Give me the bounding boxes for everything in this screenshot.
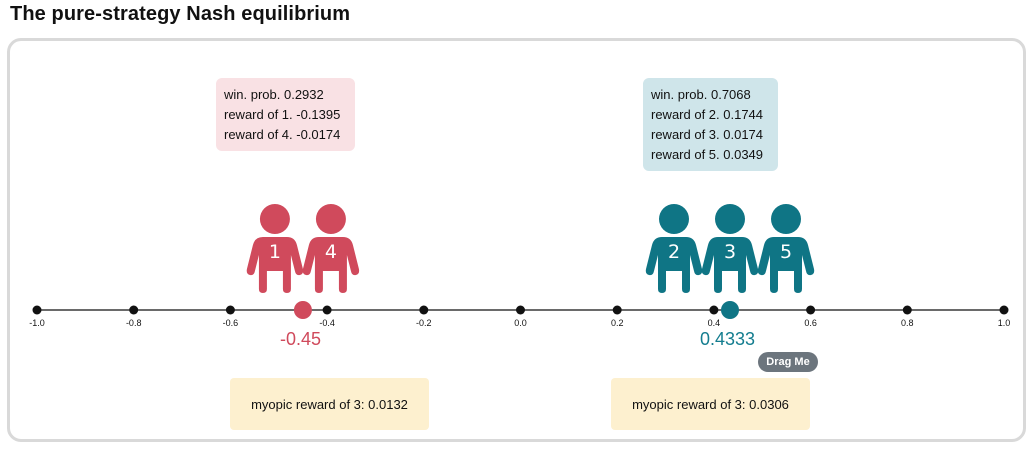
person-icon: 5 bbox=[757, 204, 815, 293]
axis-tick-label: 0.4 bbox=[708, 318, 721, 328]
red-win-prob: win. prob. 0.2932 bbox=[224, 87, 324, 102]
red-myopic-reward: myopic reward of 3: 0.0132 bbox=[230, 378, 429, 430]
player-number: 3 bbox=[724, 241, 736, 263]
axis-tick-dot bbox=[612, 305, 622, 315]
teal-info-box: win. prob. 0.7068 reward of 2. 0.1744 re… bbox=[643, 78, 778, 171]
axis-tick-dot bbox=[999, 305, 1009, 315]
page-title: The pure-strategy Nash equilibrium bbox=[10, 3, 351, 25]
teal-reward-3: reward of 3. 0.0174 bbox=[651, 127, 764, 142]
axis-tick-dot bbox=[32, 305, 42, 315]
player-number: 4 bbox=[325, 241, 337, 263]
teal-reward-5: reward of 5. 0.0349 bbox=[651, 147, 764, 162]
axis-tick-dot bbox=[419, 305, 429, 315]
axis-tick-label: -1.0 bbox=[29, 318, 45, 328]
axis-tick-dot bbox=[322, 305, 332, 315]
axis-tick-dot bbox=[225, 305, 235, 315]
axis-tick-label: 0.2 bbox=[611, 318, 624, 328]
axis-tick-label: -0.4 bbox=[319, 318, 335, 328]
equilibrium-panel bbox=[7, 38, 1026, 442]
teal-myopic-reward: myopic reward of 3: 0.0306 bbox=[611, 378, 810, 430]
red-reward-4: reward of 4. -0.0174 bbox=[224, 127, 341, 142]
teal-win-prob: win. prob. 0.7068 bbox=[651, 87, 751, 102]
teal-position-marker[interactable] bbox=[721, 301, 740, 319]
axis-tick-dot bbox=[709, 305, 719, 315]
axis-tick-label: 0.8 bbox=[901, 318, 914, 328]
player-number: 1 bbox=[269, 241, 281, 263]
red-position-label: -0.45 bbox=[280, 329, 322, 349]
red-position-marker[interactable] bbox=[293, 301, 312, 319]
axis-tick-label: 0.6 bbox=[804, 318, 817, 328]
axis-tick-label: 0.0 bbox=[514, 318, 527, 328]
teal-position-label: 0.4333 bbox=[700, 329, 756, 349]
axis-tick-label: -0.6 bbox=[223, 318, 239, 328]
axis-tick-dot bbox=[902, 305, 912, 315]
person-icon: 4 bbox=[302, 204, 360, 293]
player-number: 5 bbox=[780, 241, 792, 263]
axis-tick-label: -0.2 bbox=[416, 318, 432, 328]
axis-tick-label: 1.0 bbox=[998, 318, 1011, 328]
drag-me-button[interactable]: Drag Me bbox=[758, 352, 818, 372]
person-icon: 2 bbox=[645, 204, 703, 293]
axis-tick-dot bbox=[129, 305, 139, 315]
red-reward-1: reward of 1. -0.1395 bbox=[224, 107, 341, 122]
person-icon: 3 bbox=[701, 204, 759, 293]
red-info-box: win. prob. 0.2932 reward of 1. -0.1395 r… bbox=[216, 78, 355, 151]
axis-tick-dot bbox=[806, 305, 816, 315]
teal-reward-2: reward of 2. 0.1744 bbox=[651, 107, 764, 122]
axis-tick-label: -0.8 bbox=[126, 318, 142, 328]
person-icon: 1 bbox=[246, 204, 304, 293]
player-number: 2 bbox=[668, 241, 680, 263]
axis-tick-dot bbox=[516, 305, 525, 315]
